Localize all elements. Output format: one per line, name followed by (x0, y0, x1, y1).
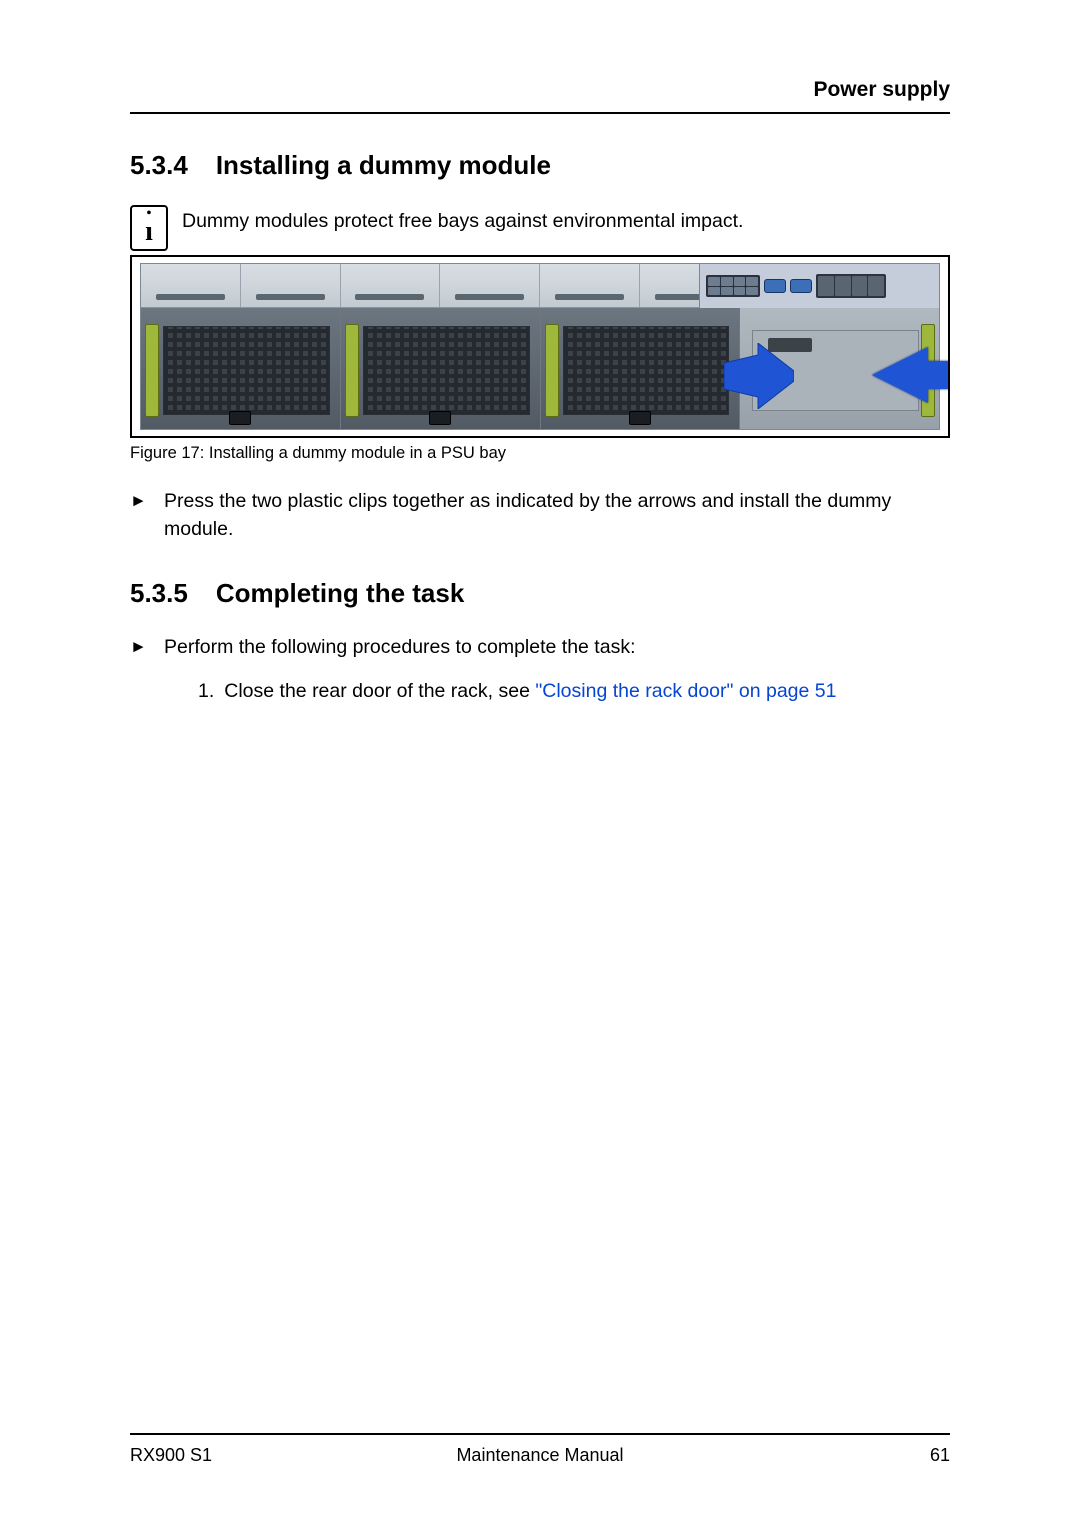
psu-module (141, 308, 341, 429)
info-icon: • ı (130, 205, 168, 251)
info-note-text: Dummy modules protect free bays against … (182, 205, 743, 236)
psu-handle-icon (145, 324, 159, 417)
figure-caption: Figure 17: Installing a dummy module in … (130, 444, 950, 463)
bullet-marker-icon: ► (130, 633, 146, 706)
footer-product: RX900 S1 (130, 1445, 212, 1466)
pcie-slot (241, 264, 341, 307)
psu-handle-icon (345, 324, 359, 417)
pcie-slot (141, 264, 241, 307)
instruction-bullet: ► Press the two plastic clips together a… (130, 487, 950, 544)
pcie-slot (341, 264, 441, 307)
step-text: Close the rear door of the rack, see "Cl… (224, 677, 836, 705)
section-heading-535: 5.3.5 Completing the task (130, 578, 950, 609)
step-number: 1. (198, 677, 214, 705)
footer-page-number: 61 (930, 1445, 950, 1466)
ethernet-ports (816, 274, 886, 298)
bullet-marker-icon: ► (130, 487, 146, 544)
page-content: 5.3.4 Installing a dummy module • ı Dumm… (130, 150, 950, 1433)
page-footer: RX900 S1 Maintenance Manual 61 (130, 1433, 950, 1466)
power-socket (629, 411, 651, 425)
usb-ports (706, 275, 760, 297)
instruction-text: Perform the following procedures to comp… (164, 636, 636, 658)
instruction-bullet: ► Perform the following procedures to co… (130, 633, 950, 706)
psu-vent (363, 326, 530, 415)
psu-vent (563, 326, 730, 415)
vga-port (790, 279, 812, 293)
vga-port (764, 279, 786, 293)
psu-module (541, 308, 741, 429)
pcie-strip (141, 264, 939, 308)
power-socket (429, 411, 451, 425)
io-panel (699, 264, 939, 308)
psu-handle-icon (545, 324, 559, 417)
cross-reference-link[interactable]: "Closing the rack door" on page 51 (535, 680, 836, 702)
power-socket (229, 411, 251, 425)
section-title: Completing the task (216, 578, 464, 609)
psu-module (341, 308, 541, 429)
server-chassis (140, 263, 940, 430)
section-number: 5.3.4 (130, 150, 188, 181)
instruction-text: Press the two plastic clips together as … (164, 487, 950, 544)
section-heading-534: 5.3.4 Installing a dummy module (130, 150, 950, 181)
section-number: 5.3.5 (130, 578, 188, 609)
psu-row (141, 308, 939, 429)
figure-17 (130, 255, 950, 438)
pcie-slot (540, 264, 640, 307)
step-1: 1. Close the rear door of the rack, see … (198, 677, 950, 705)
info-note-row: • ı Dummy modules protect free bays agai… (130, 205, 950, 251)
psu-vent (163, 326, 330, 415)
arrow-left-icon (872, 347, 928, 403)
chapter-title: Power supply (813, 78, 950, 102)
page: Power supply 5.3.4 Installing a dummy mo… (0, 0, 1080, 1526)
pcie-slot (440, 264, 540, 307)
section-title: Installing a dummy module (216, 150, 551, 181)
page-header: Power supply (130, 78, 950, 114)
step-text-before: Close the rear door of the rack, see (224, 680, 535, 702)
